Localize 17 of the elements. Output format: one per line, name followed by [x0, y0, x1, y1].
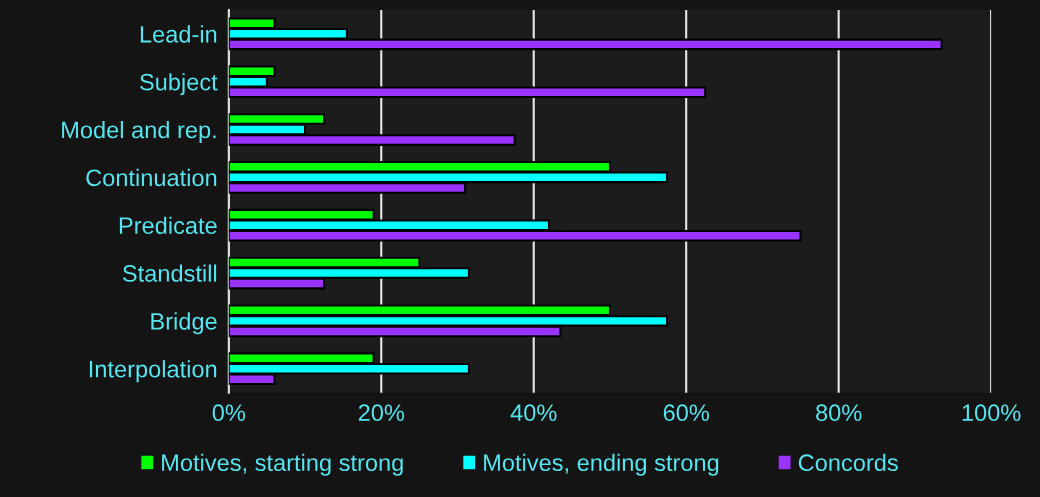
y-tick-label: Subject: [140, 73, 218, 96]
x-tick-label: 40%: [510, 404, 557, 422]
y-tick-label: Lead-in: [140, 25, 217, 43]
y-tick-label: Model and rep.: [62, 120, 216, 143]
x-tick-label: 20%: [358, 404, 405, 422]
x-tick-label: 80%: [816, 404, 862, 422]
legend-label: Motives, starting strong: [162, 453, 403, 476]
x-tick-label: 60%: [663, 404, 709, 422]
y-tick-label: Predicate: [119, 216, 217, 234]
legend-label: Concords: [798, 453, 898, 472]
x-tick-label: 0%: [212, 404, 246, 422]
y-tick-label: Standstill: [122, 264, 217, 282]
y-tick-label: Continuation: [86, 168, 217, 187]
y-tick-label: Bridge: [151, 312, 217, 335]
legend-label: Motives, ending strong: [484, 453, 719, 476]
y-tick-label: Interpolation: [89, 360, 217, 383]
x-tick-label: 100%: [962, 404, 1021, 422]
